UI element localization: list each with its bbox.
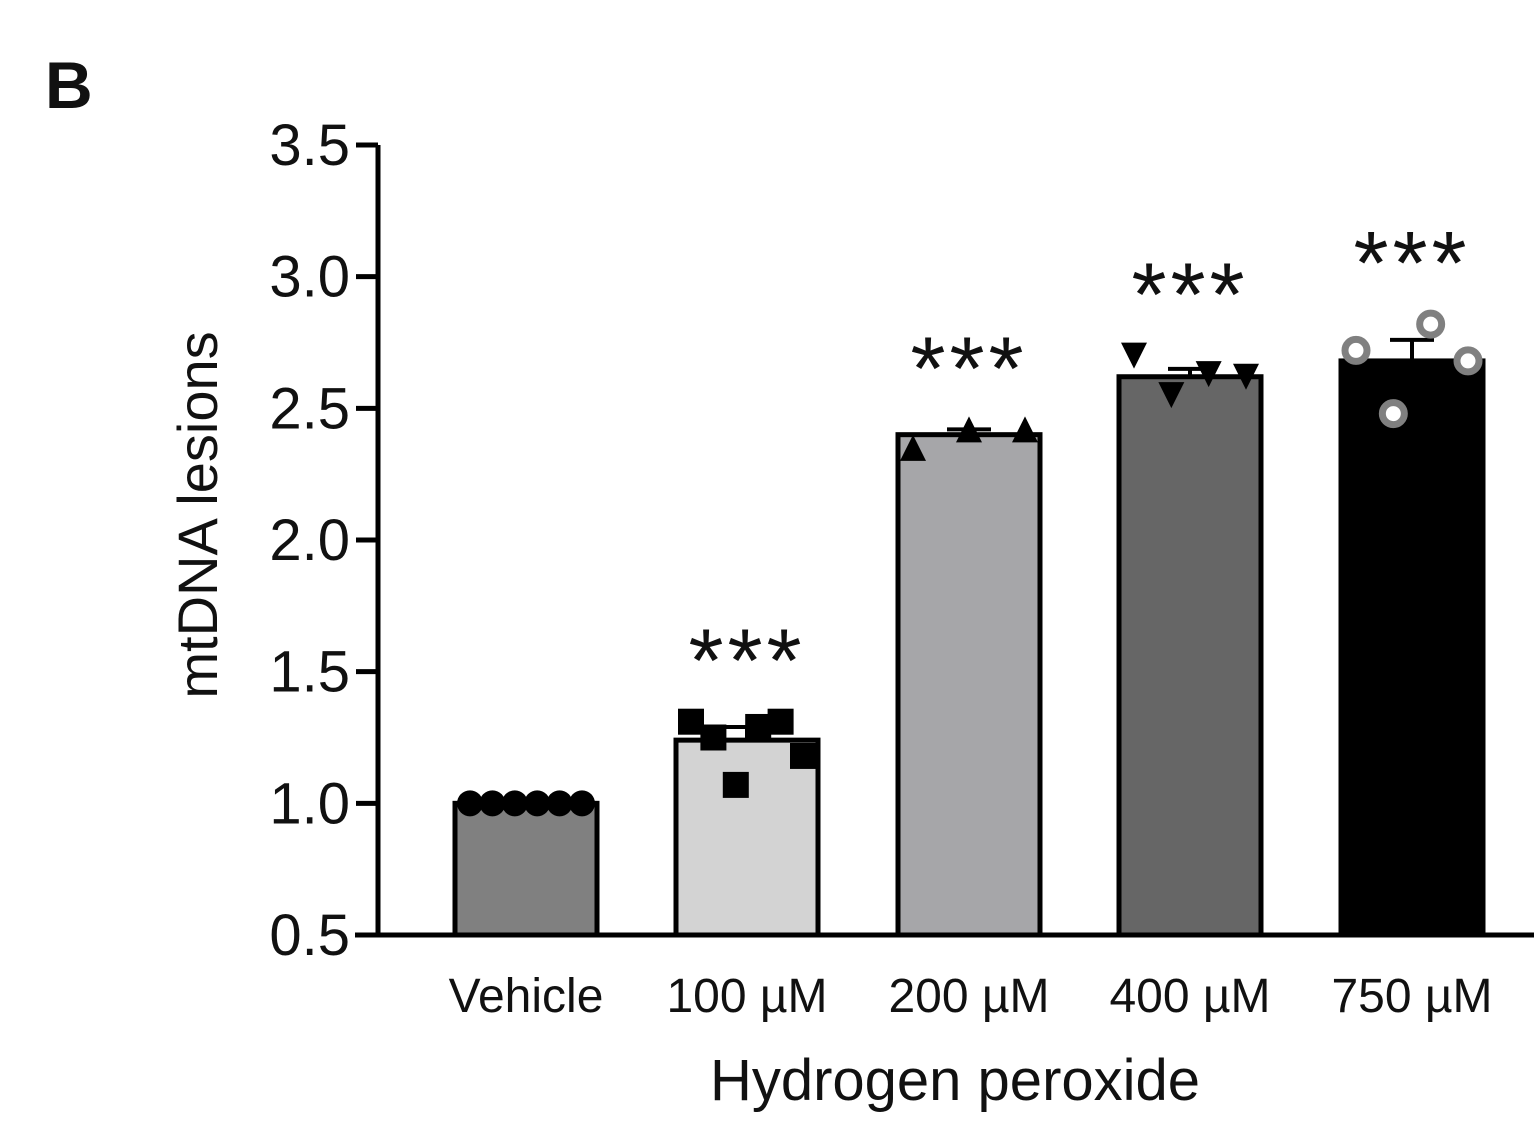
point xyxy=(1012,416,1038,443)
y-tick-label: 0.5 xyxy=(269,903,350,968)
bar xyxy=(673,737,821,938)
point xyxy=(457,790,483,817)
y-tick-label: 3.0 xyxy=(269,245,350,310)
point xyxy=(700,724,727,751)
point xyxy=(956,416,982,443)
bar xyxy=(895,432,1043,938)
bar xyxy=(1338,358,1486,938)
x-tick-label: Vehicle xyxy=(449,970,604,1023)
point xyxy=(524,790,551,817)
point xyxy=(790,742,816,769)
x-tick-label: 200 µM xyxy=(888,970,1049,1023)
y-tick-label: 2.0 xyxy=(269,508,350,573)
point xyxy=(1195,361,1222,388)
error-bar xyxy=(1390,337,1434,361)
point xyxy=(1378,399,1408,429)
x-tick-label: 100 µM xyxy=(666,970,827,1023)
point xyxy=(501,790,528,817)
point xyxy=(479,790,506,817)
significance: *** xyxy=(1131,246,1248,346)
point xyxy=(745,713,772,740)
bar xyxy=(1116,374,1264,938)
y-tick-label: 2.5 xyxy=(269,376,350,441)
y-tick-label: 1.5 xyxy=(269,640,350,705)
y-axis-label: mtDNA lesions xyxy=(166,331,229,698)
point xyxy=(1453,346,1483,376)
y-tick-label: 1.0 xyxy=(269,771,350,836)
panel-label: B xyxy=(45,48,93,122)
x-tick-label: 400 µM xyxy=(1109,970,1270,1023)
x-axis-label: Hydrogen peroxide xyxy=(710,1048,1200,1113)
point xyxy=(569,790,595,817)
significance: *** xyxy=(1353,214,1470,314)
point xyxy=(900,434,926,461)
point xyxy=(1233,363,1259,390)
significance: *** xyxy=(688,612,805,712)
point xyxy=(1158,382,1185,409)
point xyxy=(767,708,794,735)
y-tick-label: 3.5 xyxy=(269,113,350,178)
point xyxy=(1121,342,1147,369)
point xyxy=(1341,335,1371,365)
point xyxy=(546,790,573,817)
x-tick-label: 750 µM xyxy=(1331,970,1492,1023)
significance: *** xyxy=(910,319,1027,419)
bar xyxy=(452,800,600,938)
point xyxy=(1416,309,1446,339)
point xyxy=(678,708,704,735)
point xyxy=(722,771,749,798)
